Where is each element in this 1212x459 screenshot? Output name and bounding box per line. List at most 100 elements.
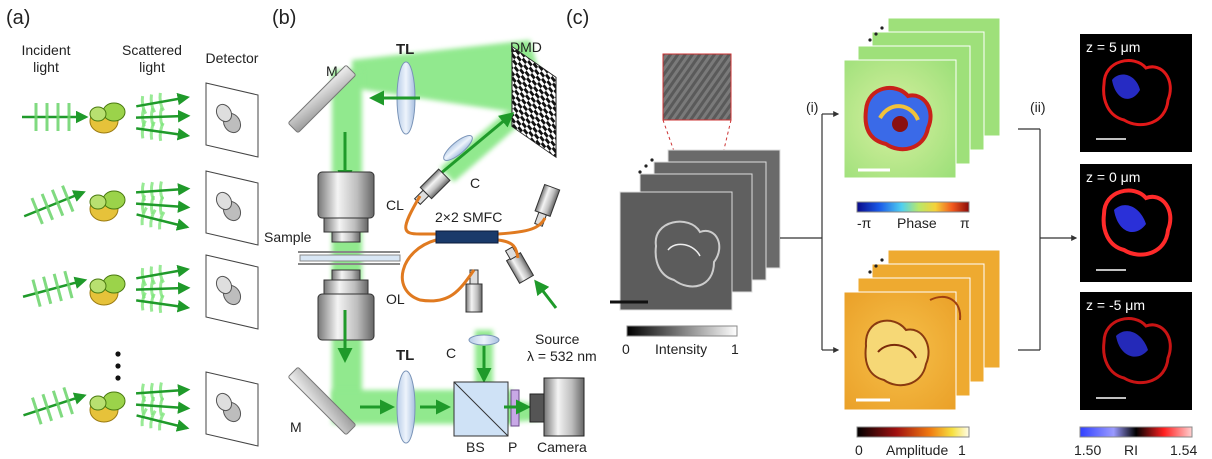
panel-c-letter: (c) <box>566 7 589 29</box>
panel-a-letter: (a) <box>6 7 30 29</box>
wavelength-label: λ = 532 nm <box>527 348 597 364</box>
panel-a: (a) Incident light Scattered light Detec… <box>6 7 259 447</box>
wavefront <box>31 397 43 425</box>
scattered-arrow <box>136 264 190 280</box>
mirror-bottom-label: M <box>290 419 302 435</box>
scattered-arrow <box>135 200 191 213</box>
ri-colorbar <box>1079 426 1193 438</box>
fiber-connector-3 <box>504 246 535 284</box>
ri-min: 1.50 <box>1074 442 1101 458</box>
detector-image <box>215 392 233 412</box>
beam-arrow-to-dmd <box>439 112 515 176</box>
collimator-top-label: C <box>470 175 480 191</box>
intensity-max: 1 <box>731 341 739 357</box>
tube-lens-bottom <box>396 370 416 444</box>
cell-green <box>102 102 126 122</box>
mirror-bottom <box>288 367 356 435</box>
panel-b-letter: (b) <box>272 7 296 29</box>
camera-label: Camera <box>537 439 587 455</box>
scattered-arrow <box>135 384 191 397</box>
sample-slide <box>298 251 401 265</box>
illumination-row <box>23 170 259 246</box>
cell-green <box>89 278 107 294</box>
scattered-wave <box>136 407 190 432</box>
z-bot-label: z = -5 μm <box>1086 297 1145 313</box>
wavefront <box>50 189 65 217</box>
hologram-zoom-inset <box>662 53 732 121</box>
scattered-wave <box>136 119 191 142</box>
illumination-row <box>23 371 259 447</box>
scattered-arrow <box>136 299 191 313</box>
collimator-bottom <box>468 334 500 346</box>
phase-label: Phase <box>897 215 937 231</box>
dmd-label: DMD <box>510 39 542 55</box>
intensity-label: Intensity <box>655 341 707 357</box>
wavefront <box>30 197 44 225</box>
cell-green <box>89 194 107 210</box>
camera <box>529 377 585 437</box>
stack-ellipsis-2 <box>868 26 884 42</box>
ri-slice-bottom: z = -5 μm <box>1080 292 1192 410</box>
flow-connector-i <box>780 111 840 353</box>
ri-max: 1.54 <box>1170 442 1197 458</box>
incident-arrow <box>23 392 87 417</box>
beam-splitter <box>453 381 509 437</box>
wavefront <box>41 393 53 422</box>
amplitude-stack <box>843 249 1001 411</box>
wavefront <box>62 386 74 415</box>
phase-colorbar <box>856 201 970 213</box>
z-top-label: z = 5 μm <box>1086 39 1140 55</box>
scattered-arrow <box>135 281 191 295</box>
panel-c: (c) 0 Intensity 1 (i) <box>566 7 1197 458</box>
illumination-row <box>22 82 259 158</box>
wavefront <box>42 276 53 305</box>
step-i-label: (i) <box>806 99 818 115</box>
tube-lens-bottom-label: TL <box>396 347 414 364</box>
mirror-top-label: M <box>326 63 338 79</box>
incident-label-line2: light <box>33 59 59 75</box>
fiber-coupler <box>435 230 499 244</box>
scattered-arrow <box>136 414 190 432</box>
objective-label: OL <box>386 291 405 307</box>
phase-max: π <box>960 215 970 231</box>
ellipsis-dots <box>115 351 121 381</box>
wavefront <box>63 270 74 299</box>
polarizer-label: P <box>508 439 517 455</box>
incident-arrow <box>22 276 88 298</box>
cell-green <box>89 106 107 122</box>
hologram-stack <box>610 149 781 311</box>
wavefront <box>40 193 54 221</box>
ri-label: RI <box>1124 442 1138 458</box>
scattered-arrow <box>135 183 191 196</box>
collimator-top <box>443 135 473 161</box>
flow-connector-ii <box>1018 128 1078 351</box>
fiber-connector-2 <box>534 183 561 227</box>
stack-ellipsis-3 <box>868 258 884 274</box>
sample-label: Sample <box>264 229 312 245</box>
detector-image <box>215 275 233 295</box>
scattered-arrow <box>135 401 191 414</box>
cell-green <box>102 190 126 210</box>
illumination-row <box>22 254 259 330</box>
beam-splitter-label: BS <box>466 439 485 455</box>
amplitude-colorbar <box>856 426 970 438</box>
detector-image <box>215 191 233 211</box>
phase-stack <box>843 17 1001 179</box>
step-ii-label: (ii) <box>1030 99 1046 115</box>
source-arrow <box>534 279 558 309</box>
incident-wave <box>23 386 87 425</box>
incident-label-line1: Incident <box>21 42 70 58</box>
scattered-arrow <box>136 127 191 141</box>
amplitude-min: 0 <box>855 442 863 458</box>
amplitude-max: 1 <box>958 442 966 458</box>
illumination-rows <box>22 82 259 447</box>
phase-min: -π <box>857 215 872 231</box>
scattered-arrow <box>135 109 191 123</box>
panel-b: (b) M TL DMD C <box>264 7 597 455</box>
incident-wave <box>22 103 89 131</box>
incident-wave <box>22 270 88 308</box>
wavefront <box>61 185 75 213</box>
incident-arrow <box>23 190 86 218</box>
incident-wave <box>23 185 86 225</box>
